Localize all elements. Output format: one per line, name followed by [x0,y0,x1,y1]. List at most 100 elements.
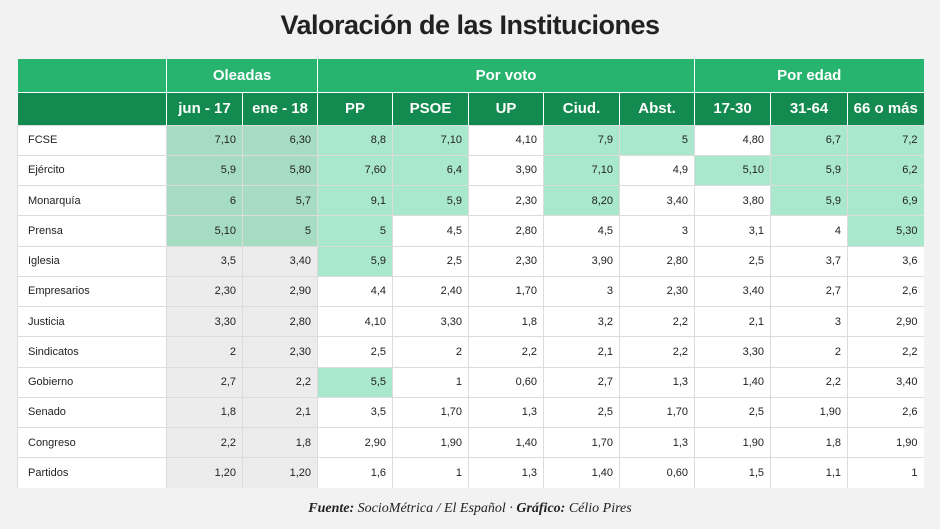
table-cell: 3,40 [242,245,318,277]
table-cell: 9,1 [317,184,393,216]
table-cell: 1 [392,457,469,488]
column-header-blank [17,91,167,125]
column-header: 66 o más [847,91,924,125]
table-cell: 1,20 [166,457,243,488]
table-row: Monarquía 6 5,7 9,1 5,9 2,30 8,20 3,40 3,80 5,9 6,… [17,184,924,216]
table-cell: 1,5 [694,457,771,488]
table-cell: 3,30 [166,305,243,337]
table-cell: 4,4 [317,275,393,307]
table-row: Prensa 5,10 5 5 4,5 2,80 4,5 3 3,1 4 5,30 [17,215,924,246]
table-cell: 3 [770,305,848,337]
table-cell: 7,9 [543,124,620,156]
table-cell: 4 [770,215,848,246]
table-cell: 2,2 [847,336,924,367]
table-cell: 6,30 [242,124,318,156]
table-cell: 2,7 [166,366,243,398]
table-cell: 3,5 [166,245,243,277]
table-cell: 7,2 [847,124,924,156]
table-cell: 3,90 [468,154,544,186]
table-cell: 2,2 [619,305,695,337]
graphic-credit: Célio Pires [568,501,632,516]
table-row: Senado 1,8 2,1 3,5 1,70 1,3 2,5 1,70 2,5 1,90 2,6 [17,396,924,428]
table-cell: 5,7 [242,184,318,216]
table-cell: 3,7 [770,245,848,277]
column-header: 17-30 [694,91,771,125]
column-header: UP [468,91,544,125]
table-cell: 5,30 [847,215,924,246]
row-label: FCSE [17,124,167,156]
table-body: FCSE 7,10 6,30 8,8 7,10 4,10 7,9 5 4,80 6,7 7,2 Ejé… [17,124,924,488]
table-cell: 5,10 [694,154,771,186]
row-label: Senado [17,396,167,428]
table-cell: 1,3 [468,396,544,428]
column-header: 31-64 [770,91,848,125]
table-cell: 5 [619,124,695,156]
table-cell: 8,8 [317,124,393,156]
column-header-row: jun - 17 ene - 18 PP PSOE UP Ciud. Abst. 17-30 3… [17,91,924,125]
table-cell: 3,5 [317,396,393,428]
table-cell: 2,5 [543,396,620,428]
table-cell: 3,80 [694,184,771,216]
table-cell: 2,40 [392,275,469,307]
table-cell: 2 [770,336,848,367]
column-header: ene - 18 [242,91,318,125]
table-cell: 2,2 [619,336,695,367]
table-cell: 2,5 [694,396,771,428]
table-cell: 2,1 [543,336,620,367]
group-header-row: Oleadas Por voto Por edad [17,59,924,92]
table-row: Partidos 1,20 1,20 1,6 1 1,3 1,40 0,60 1,5 1,1 1 [17,457,924,488]
table-cell: 3,2 [543,305,620,337]
column-header: PSOE [392,91,469,125]
table-cell: 3,40 [847,366,924,398]
table-cell: 0,60 [468,366,544,398]
table-cell: 1,8 [242,426,318,458]
table-cell: 7,10 [543,154,620,186]
table-cell: 3,40 [619,184,695,216]
table-cell: 1,3 [619,426,695,458]
table-cell: 0,60 [619,457,695,488]
table-cell: 2,90 [847,305,924,337]
table-row: Sindicatos 2 2,30 2,5 2 2,2 2,1 2,2 3,30 2 2,2 [17,336,924,367]
group-header-oleadas: Oleadas [166,59,318,92]
table-cell: 5,9 [770,154,848,186]
table-cell: 2,5 [317,336,393,367]
table-cell: 1,70 [392,396,469,428]
column-header: jun - 17 [166,91,243,125]
column-header: PP [317,91,393,125]
row-label: Partidos [17,457,167,488]
table-cell: 2,80 [468,215,544,246]
row-label: Monarquía [17,184,167,216]
table-cell: 1,90 [770,396,848,428]
table-cell: 3,40 [694,275,771,307]
table-cell: 3 [543,275,620,307]
table-cell: 3,90 [543,245,620,277]
table-cell: 1 [847,457,924,488]
table-cell: 5 [242,215,318,246]
row-label: Justicia [17,305,167,337]
table-cell: 1,3 [619,366,695,398]
group-header-por-voto: Por voto [317,59,695,92]
table-cell: 1,70 [619,396,695,428]
table-row: FCSE 7,10 6,30 8,8 7,10 4,10 7,9 5 4,80 6,7 7,2 [17,124,924,156]
table-cell: 5,9 [392,184,469,216]
table-cell: 5,80 [242,154,318,186]
table-cell: 2 [392,336,469,367]
table-row: Iglesia 3,5 3,40 5,9 2,5 2,30 3,90 2,80 2,5 3,7 3,… [17,245,924,277]
institutions-table: Oleadas Por voto Por edad jun - 17 ene - 18… [17,59,924,488]
table-row: Gobierno 2,7 2,2 5,5 1 0,60 2,7 1,3 1,40 2,2 3,40 [17,366,924,398]
table-row: Empresarios 2,30 2,90 4,4 2,40 1,70 3 2,30 3,40 2… [17,275,924,307]
row-label: Gobierno [17,366,167,398]
table-cell: 2,2 [770,366,848,398]
table-cell: 2,2 [468,336,544,367]
source-label: Fuente: [308,501,355,516]
table-cell: 2,6 [847,275,924,307]
table-cell: 2,30 [468,184,544,216]
table-cell: 6,2 [847,154,924,186]
table-cell: 4,10 [468,124,544,156]
table-cell: 3 [619,215,695,246]
table-cell: 2,30 [242,336,318,367]
table-row: Justicia 3,30 2,80 4,10 3,30 1,8 3,2 2,2 2,1 3 2,9… [17,305,924,337]
table-cell: 1,40 [468,426,544,458]
table-cell: 8,20 [543,184,620,216]
table-cell: 3,6 [847,245,924,277]
